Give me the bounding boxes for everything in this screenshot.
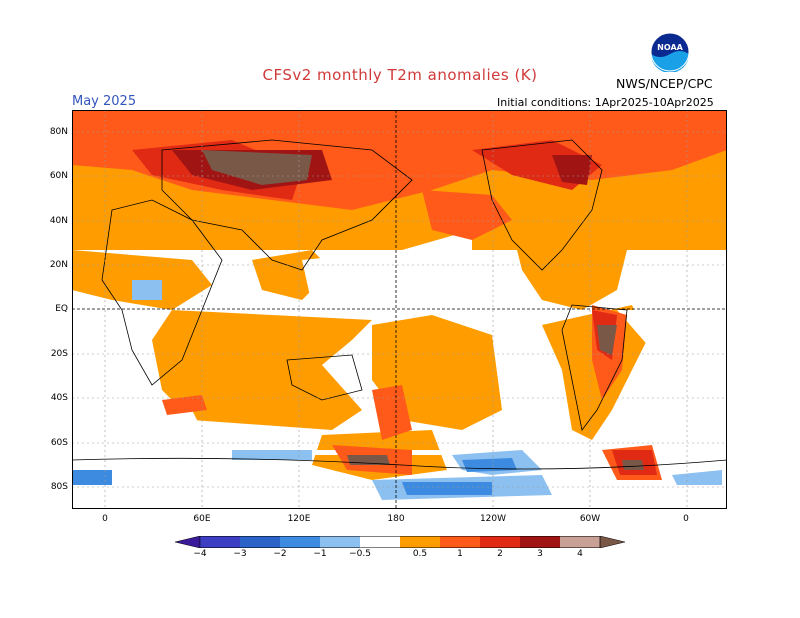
colorbar-tick: 2	[497, 549, 503, 559]
lat-label: 20N	[49, 260, 68, 270]
colorbar-segment	[560, 536, 600, 548]
colorbar-tick: −4	[193, 549, 207, 559]
lon-label: 120E	[287, 514, 311, 524]
colorbar-tick: −3	[233, 549, 247, 559]
colorbar-segment	[175, 536, 201, 548]
forecast-month: May 2025	[72, 94, 137, 109]
lon-label: 180	[387, 514, 405, 524]
colorbar	[175, 536, 625, 548]
anomaly-map	[72, 110, 727, 509]
colorbar-tick: 3	[537, 549, 543, 559]
lat-label: 60S	[50, 438, 68, 448]
noaa-logo-icon: NOAA	[650, 32, 690, 72]
lon-label: 0	[102, 514, 108, 524]
lat-label: 40S	[50, 393, 68, 403]
logo-text: NOAA	[657, 43, 683, 52]
colorbar-segment	[440, 536, 480, 548]
extreme-warm-regions	[202, 150, 644, 470]
colorbar-tick: −2	[273, 549, 287, 559]
lon-label: 60W	[579, 514, 601, 524]
colorbar-tick: −1	[313, 549, 327, 559]
colorbar-segment	[360, 536, 400, 548]
lon-label: 120W	[479, 514, 507, 524]
colorbar-tick: 4	[577, 549, 583, 559]
lat-lon-gridlines	[72, 110, 727, 509]
colorbar-segment	[520, 536, 560, 548]
lat-label: 20S	[50, 349, 68, 359]
agency-label: NWS/NCEP/CPC	[616, 76, 713, 91]
lat-label: 40N	[49, 216, 68, 226]
lon-label: 60E	[193, 514, 211, 524]
colorbar-segment	[400, 536, 440, 548]
lat-label: 80S	[50, 482, 68, 492]
initial-conditions: Initial conditions: 1Apr2025-10Apr2025	[497, 96, 714, 109]
colorbar-segment	[320, 536, 360, 548]
colorbar-segment	[280, 536, 320, 548]
lat-label: 60N	[49, 171, 68, 181]
colorbar-tick: 0.5	[412, 549, 428, 559]
colorbar-tick: 1	[457, 549, 463, 559]
colorbar-segment	[599, 536, 625, 548]
lat-label: 80N	[49, 127, 68, 137]
lat-label: EQ	[55, 304, 68, 314]
colorbar-tick: −0.5	[349, 549, 371, 559]
lon-label: 0	[683, 514, 689, 524]
colorbar-segment	[200, 536, 240, 548]
colorbar-segment	[240, 536, 280, 548]
continent-outlines	[72, 139, 727, 470]
colorbar-segment	[480, 536, 520, 548]
chart-title: CFSv2 monthly T2m anomalies (K)	[262, 66, 538, 84]
equator-dateline	[72, 110, 727, 509]
